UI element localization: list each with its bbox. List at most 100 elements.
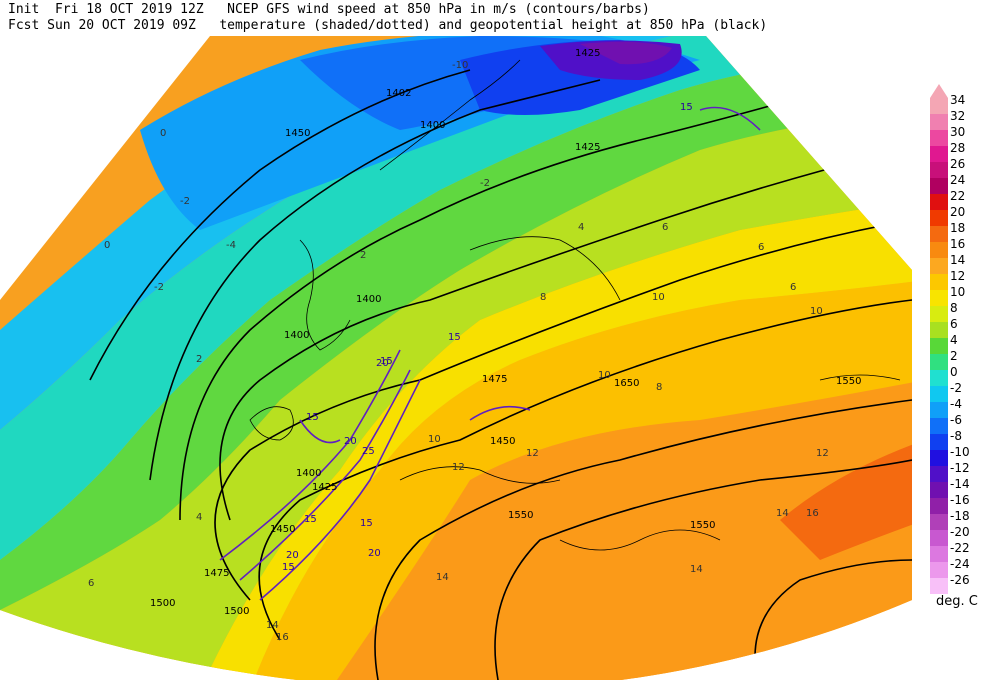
legend-label: 10 (950, 285, 966, 299)
legend-label: -16 (950, 493, 970, 507)
legend-label: 20 (950, 205, 966, 219)
legend-swatch (930, 322, 948, 338)
temperature-labels: -10 -4 -2 0 -2 0 2 4 6 8 10 12 14 16 12 … (88, 60, 829, 643)
wind-speed-label: 15 (304, 514, 317, 525)
legend-label: -8 (950, 429, 962, 443)
height-label: 1500 (150, 598, 175, 609)
temperature-label: 0 (160, 128, 166, 139)
temperature-label: 12 (816, 448, 829, 459)
height-label: 1400 (420, 120, 445, 131)
legend-label: -24 (950, 557, 970, 571)
temperature-label: 8 (540, 292, 546, 303)
temperature-shading (0, 36, 912, 680)
wind-speed-label: 20 (286, 550, 299, 561)
height-label: 1550 (508, 510, 533, 521)
wind-speed-contours (219, 106, 761, 601)
legend-arrow-top (930, 84, 948, 98)
temperature-label: 6 (662, 222, 668, 233)
temperature-label: 14 (776, 508, 789, 519)
height-label: 1400 (296, 468, 321, 479)
legend-swatch (930, 194, 948, 210)
height-label: 1400 (284, 330, 309, 341)
wind-speed-labels: 15 20 25 15 20 15 20 15 15 15 20 15 (282, 102, 693, 573)
legend-label: -12 (950, 461, 970, 475)
legend-label: 32 (950, 109, 966, 123)
height-label: 1500 (224, 606, 249, 617)
temperature-label: 16 (276, 632, 289, 643)
temperature-label: 4 (578, 222, 584, 233)
temperature-label: 10 (428, 434, 441, 445)
height-contours (89, 69, 912, 680)
temperature-label: 10 (598, 370, 611, 381)
temperature-label: -2 (180, 196, 190, 207)
wind-speed-label: 20 (368, 548, 381, 559)
legend-units: deg. C (936, 594, 978, 609)
temperature-label: -4 (226, 240, 236, 251)
header-line-forecast: Fcst Sun 20 OCT 2019 09Z temperature (sh… (8, 18, 768, 33)
legend-swatch (930, 98, 948, 114)
temperature-label: 6 (758, 242, 764, 253)
legend-swatch (930, 178, 948, 194)
legend-swatch (930, 226, 948, 242)
legend-label: -18 (950, 509, 970, 523)
legend-swatch (930, 210, 948, 226)
temperature-label: 4 (196, 512, 202, 523)
legend-swatch (930, 242, 948, 258)
wind-speed-label: 15 (448, 332, 461, 343)
legend-swatch (930, 114, 948, 130)
temperature-label: 10 (810, 306, 823, 317)
legend-swatch (930, 530, 948, 546)
height-label: 1400 (356, 294, 381, 305)
legend-label: -10 (950, 445, 970, 459)
height-label: 1425 (575, 142, 600, 153)
legend-swatch (930, 482, 948, 498)
coastlines (249, 59, 901, 551)
legend-label: 14 (950, 253, 966, 267)
temperature-label: 6 (790, 282, 796, 293)
legend-swatch (930, 354, 948, 370)
wind-speed-label: 15 (380, 356, 393, 367)
legend-label: 4 (950, 333, 958, 347)
legend-swatch (930, 386, 948, 402)
height-label: 1450 (285, 128, 310, 139)
legend-label: -22 (950, 541, 970, 555)
temperature-label: 14 (690, 564, 703, 575)
legend-label: 0 (950, 365, 958, 379)
legend-swatch (930, 258, 948, 274)
wind-speed-label: 15 (306, 412, 319, 423)
legend-swatch (930, 546, 948, 562)
wind-speed-label: 25 (362, 446, 375, 457)
legend-swatch (930, 466, 948, 482)
legend-label: -4 (950, 397, 962, 411)
temperature-label: 8 (656, 382, 662, 393)
legend-label: -14 (950, 477, 970, 491)
legend-label: 30 (950, 125, 966, 139)
legend-label: 6 (950, 317, 958, 331)
wind-speed-label: 15 (360, 518, 373, 529)
legend-label: 16 (950, 237, 966, 251)
height-label: 1650 (614, 378, 639, 389)
height-label: 1475 (204, 568, 229, 579)
height-label: 1425 (575, 48, 600, 59)
legend-label: 22 (950, 189, 966, 203)
legend-label: 18 (950, 221, 966, 235)
height-label: 1550 (836, 376, 861, 387)
legend-label: 26 (950, 157, 966, 171)
legend-label: -6 (950, 413, 962, 427)
legend-swatch (930, 434, 948, 450)
temperature-label: 12 (526, 448, 539, 459)
legend-swatch (930, 562, 948, 578)
legend-label: -20 (950, 525, 970, 539)
temperature-label: -10 (452, 60, 468, 71)
legend-swatch (930, 290, 948, 306)
legend-swatch (930, 306, 948, 322)
header-line-init: Init Fri 18 OCT 2019 12Z NCEP GFS wind s… (8, 2, 650, 17)
height-label: 1450 (270, 524, 295, 535)
legend-swatch (930, 338, 948, 354)
legend-swatch (930, 578, 948, 594)
wind-speed-label: 15 (680, 102, 693, 113)
legend-swatch (930, 370, 948, 386)
legend-swatch (930, 146, 948, 162)
temperature-label: 10 (652, 292, 665, 303)
legend-swatch (930, 498, 948, 514)
